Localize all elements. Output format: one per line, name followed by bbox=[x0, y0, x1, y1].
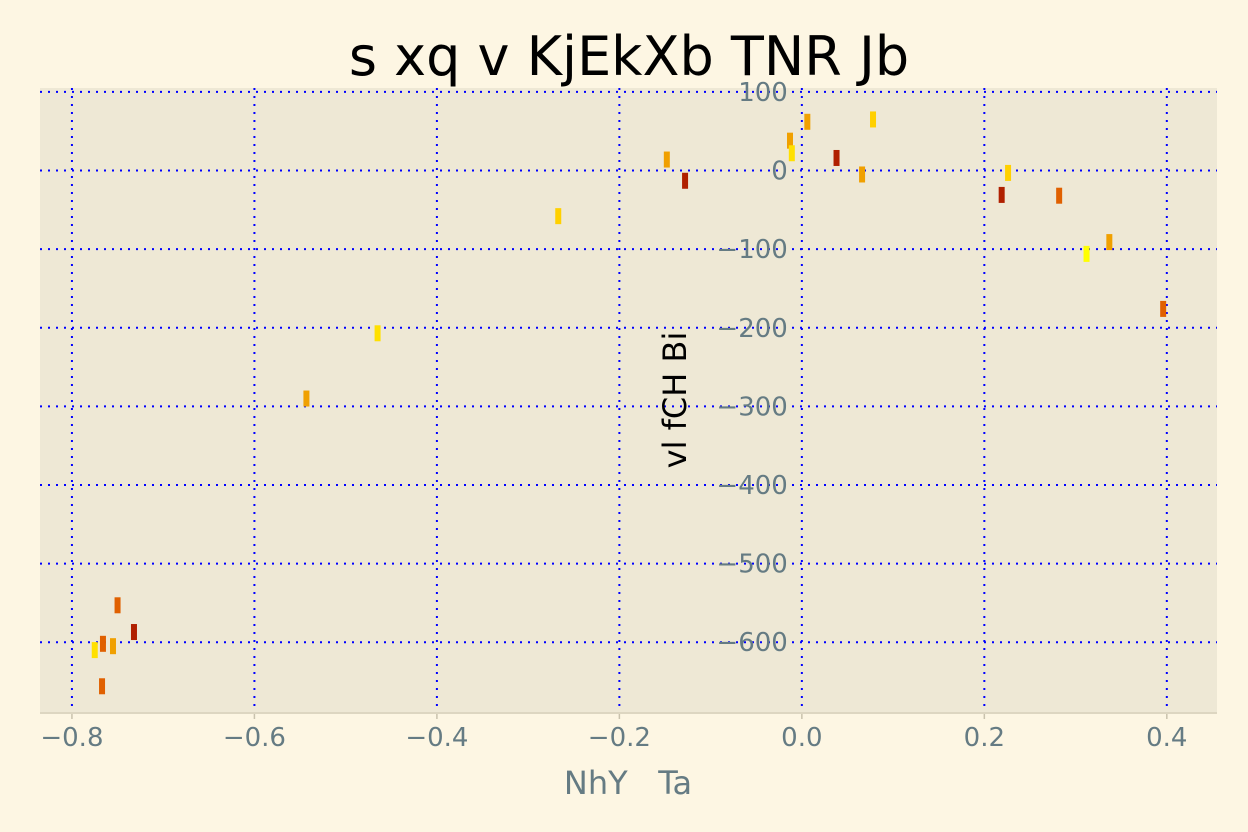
data-point bbox=[99, 635, 106, 652]
chart-title: s xq v KjEkXb TNR Jb bbox=[349, 25, 909, 88]
data-point bbox=[998, 186, 1005, 203]
x-axis-ticks: −0.8 −0.6 −0.4 −0.2 0.0 0.2 0.4 bbox=[40, 712, 1217, 753]
data-point bbox=[786, 132, 793, 149]
data-point bbox=[130, 624, 137, 641]
x-tick-label: 0.0 bbox=[781, 723, 822, 753]
data-point bbox=[788, 145, 795, 162]
data-point bbox=[1005, 164, 1012, 181]
data-point bbox=[114, 597, 121, 614]
data-point bbox=[109, 638, 116, 655]
data-point bbox=[859, 166, 866, 183]
y-tick-label: 100 bbox=[738, 78, 788, 108]
plot-area bbox=[40, 88, 1217, 713]
data-points bbox=[91, 111, 1167, 695]
data-point bbox=[1083, 245, 1090, 262]
data-point bbox=[833, 149, 840, 166]
data-point bbox=[682, 172, 689, 189]
data-point bbox=[1160, 300, 1167, 317]
data-point bbox=[99, 678, 106, 695]
data-point bbox=[1056, 187, 1063, 204]
x-tick-label: −0.2 bbox=[588, 723, 651, 753]
y-tick-label: −200 bbox=[716, 314, 787, 344]
y-tick-label: −400 bbox=[716, 471, 787, 501]
data-point bbox=[303, 390, 310, 407]
x-tick-label: −0.6 bbox=[223, 723, 286, 753]
data-point bbox=[374, 325, 381, 342]
grid-lines bbox=[40, 88, 1217, 713]
x-tick-label: 0.2 bbox=[964, 723, 1005, 753]
data-point bbox=[555, 208, 562, 225]
data-point bbox=[91, 642, 98, 659]
x-tick-label: 0.4 bbox=[1146, 723, 1187, 753]
data-point bbox=[663, 151, 670, 168]
y-tick-label: −500 bbox=[716, 550, 787, 580]
x-tick-label: −0.4 bbox=[405, 723, 468, 753]
data-point bbox=[804, 113, 811, 130]
x-tick-label: −0.8 bbox=[40, 723, 103, 753]
data-point bbox=[1106, 234, 1113, 251]
y-tick-label: −600 bbox=[716, 628, 787, 658]
y-tick-label: −300 bbox=[716, 392, 787, 422]
y-tick-label: −100 bbox=[716, 235, 787, 265]
y-tick-label: 0 bbox=[771, 157, 788, 187]
data-point bbox=[870, 111, 877, 128]
y-axis-label: vl fCH Bi bbox=[656, 332, 694, 469]
x-axis-label: NhY Ta bbox=[564, 764, 692, 802]
y-axis-ticks: 100 0 −100 −200 −300 −400 −500 −600 bbox=[716, 78, 787, 658]
